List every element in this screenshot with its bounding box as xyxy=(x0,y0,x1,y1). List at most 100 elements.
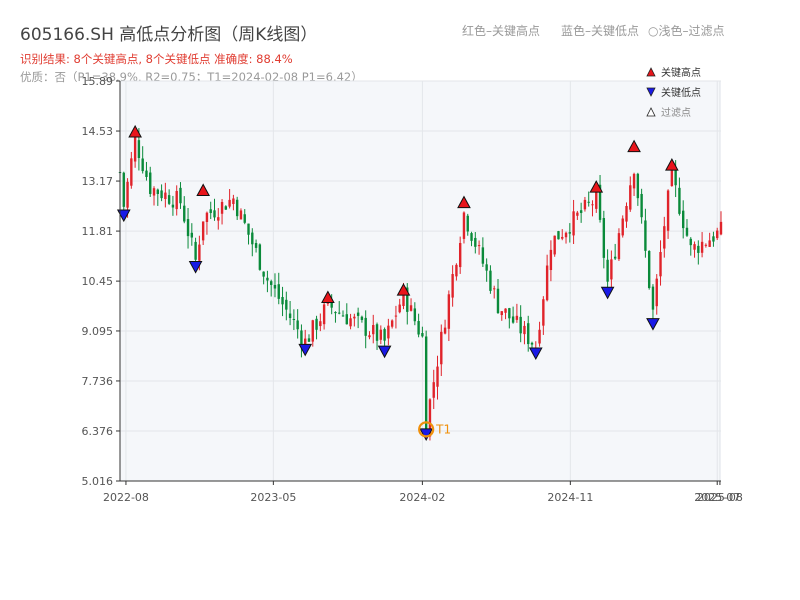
candle-body xyxy=(217,217,220,221)
candle-body xyxy=(243,214,246,223)
hint-light-filtered: ○浅色–过滤点 xyxy=(648,22,725,39)
candle-body xyxy=(304,338,307,348)
candle-body xyxy=(330,299,333,308)
candle-body xyxy=(647,250,651,289)
candle-body xyxy=(341,315,345,317)
candle-body xyxy=(160,190,163,199)
candle-body xyxy=(292,318,296,320)
candle-body xyxy=(474,237,477,247)
candle-body xyxy=(666,190,670,231)
candle-body xyxy=(262,271,265,277)
candle-body xyxy=(390,320,394,327)
candle-body xyxy=(481,247,485,264)
y-tick-label: 7.736 xyxy=(82,375,114,388)
candle-body xyxy=(610,259,613,280)
candle-body xyxy=(564,232,568,238)
page-title: 605166.SH 高低点分析图（周K线图） xyxy=(20,25,318,45)
candle-body xyxy=(632,173,636,189)
candle-body xyxy=(504,308,507,313)
candle-body xyxy=(587,201,590,203)
candle-body xyxy=(519,316,522,334)
key-high-marker xyxy=(396,283,411,296)
candle-body xyxy=(345,314,348,325)
y-tick-label: 11.81 xyxy=(82,225,114,238)
candle-body xyxy=(489,270,492,291)
candle-body xyxy=(224,206,228,210)
candle-body xyxy=(515,315,519,320)
candle-body xyxy=(232,198,235,205)
candle-body xyxy=(137,140,141,158)
candle-body xyxy=(617,233,621,260)
hint-blue-lows: 蓝色–关键低点 xyxy=(561,24,640,38)
candle-body xyxy=(213,210,216,218)
candle-body xyxy=(167,195,171,204)
candle-body xyxy=(470,233,473,241)
candle-body xyxy=(338,312,341,314)
candle-body xyxy=(141,158,144,172)
candle-body xyxy=(281,297,284,305)
key-high-marker xyxy=(128,124,142,138)
candle-body xyxy=(561,236,564,239)
candle-body xyxy=(394,315,398,317)
candle-body xyxy=(629,185,632,210)
candle-body xyxy=(288,313,292,319)
candle-body xyxy=(496,288,500,314)
candle-body xyxy=(458,242,462,268)
candle-body xyxy=(493,288,496,290)
candle-body xyxy=(712,236,715,242)
candle-body xyxy=(655,278,658,307)
candle-body xyxy=(406,287,409,312)
candle-body xyxy=(530,342,534,345)
candle-body xyxy=(273,284,277,289)
candle-body xyxy=(542,299,545,326)
candle-body xyxy=(311,320,314,342)
candle-body xyxy=(258,244,262,270)
candle-body xyxy=(697,245,700,253)
y-tick-label: 9.095 xyxy=(82,325,114,338)
candle-body xyxy=(716,230,719,239)
x-tick-label: 2023-05 xyxy=(250,491,296,504)
candle-body xyxy=(421,333,424,337)
key-low-marker xyxy=(600,286,615,300)
candle-body xyxy=(130,158,133,186)
candle-body xyxy=(651,286,655,310)
y-tick-label: 6.376 xyxy=(82,425,114,438)
candle-body xyxy=(579,210,583,213)
legend-label: 过滤点 xyxy=(661,106,691,119)
candle-body xyxy=(466,215,469,232)
candle-body xyxy=(353,316,356,319)
candle-body xyxy=(424,336,428,433)
candle-body xyxy=(708,240,711,247)
candle-body xyxy=(126,181,129,208)
candle-body xyxy=(296,320,299,330)
candle-body xyxy=(598,184,602,220)
candle-body xyxy=(606,259,609,282)
candle-body xyxy=(186,219,190,237)
candle-body xyxy=(636,173,640,199)
candle-body xyxy=(602,218,606,258)
hint-red-highs: 红色–关键高点 xyxy=(462,24,541,38)
candle-body xyxy=(432,382,435,398)
candle-body xyxy=(164,192,167,200)
candle-body xyxy=(372,325,375,335)
candle-body xyxy=(685,227,689,236)
candle-body xyxy=(201,221,205,241)
hollow-circle-icon: ○ xyxy=(648,24,659,38)
y-tick-label: 14.53 xyxy=(82,125,114,138)
x-tick-label: 2025-08 xyxy=(697,491,743,504)
candle-body xyxy=(122,172,125,207)
candle-body xyxy=(576,212,579,216)
candle-body xyxy=(315,318,318,330)
candle-body xyxy=(266,277,269,281)
candle-body xyxy=(640,193,643,218)
key-low-marker xyxy=(419,428,434,441)
key-low-marker xyxy=(298,343,313,357)
candle-body xyxy=(228,199,231,207)
candle-body xyxy=(171,204,175,208)
candle-body xyxy=(591,204,594,206)
candle-body xyxy=(689,238,692,246)
candle-body xyxy=(557,231,560,240)
candle-body xyxy=(644,220,647,251)
